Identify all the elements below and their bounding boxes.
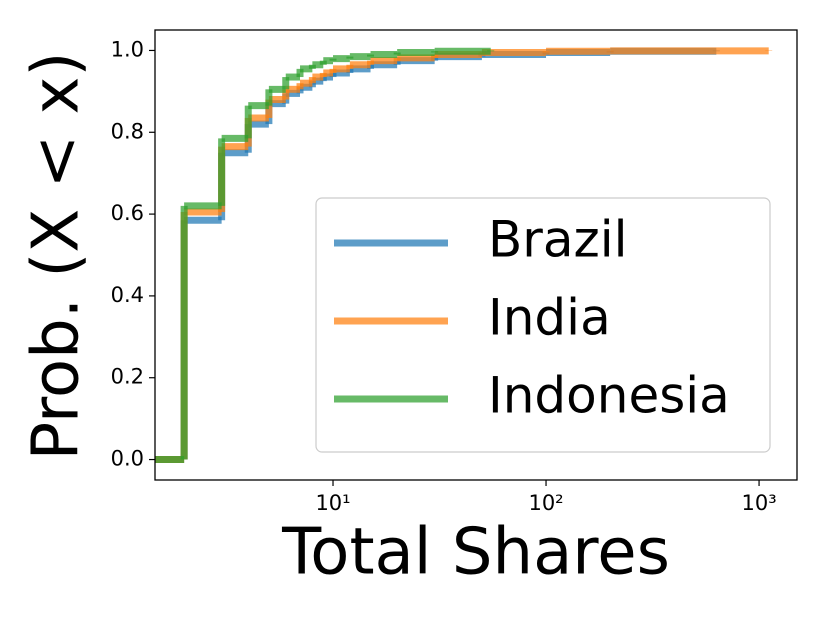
y-tick-label: 0.6: [111, 201, 144, 225]
legend-label: Brazil: [488, 211, 628, 269]
legend-label: Indonesia: [488, 367, 730, 425]
y-axis-label: Prob. (X < x): [20, 52, 94, 461]
x-axis-label: Total Shares: [281, 516, 670, 590]
y-tick-label: 0.8: [111, 119, 144, 143]
plot-area: [155, 47, 773, 464]
y-tick-label: 1.0: [111, 37, 144, 61]
legend-label: India: [488, 289, 611, 347]
x-tick-label: 10³: [741, 491, 776, 515]
x-tick-label: 10¹: [315, 491, 350, 515]
series: [155, 47, 495, 464]
legend: Brazil India Indonesia: [315, 197, 771, 453]
axes-frame: [154, 29, 798, 481]
y-tick-label: 0.0: [111, 447, 144, 471]
legend-box: [315, 197, 771, 453]
y-tick-label: 0.2: [111, 365, 144, 389]
x-tick-label: 10²: [528, 491, 563, 515]
y-tick-label: 0.4: [111, 283, 144, 307]
